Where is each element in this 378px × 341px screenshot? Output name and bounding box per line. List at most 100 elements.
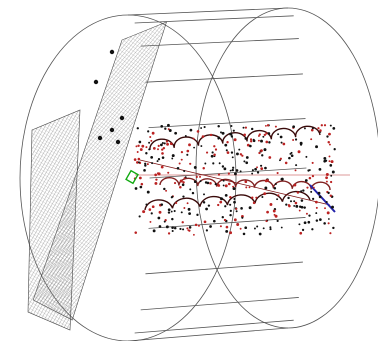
- hit: [258, 140, 260, 142]
- hit: [159, 225, 162, 228]
- hit: [150, 140, 152, 142]
- hit: [302, 229, 304, 231]
- hit: [236, 169, 239, 172]
- hit: [202, 135, 205, 138]
- hit: [137, 127, 139, 129]
- hit: [137, 145, 139, 147]
- hit: [161, 166, 164, 169]
- hit: [167, 172, 169, 174]
- hit: [140, 186, 143, 189]
- hit: [134, 158, 137, 161]
- hit: [327, 141, 329, 143]
- hit: [168, 208, 171, 211]
- hit: [319, 196, 322, 199]
- hit: [316, 207, 318, 209]
- hit: [328, 133, 331, 136]
- hit: [245, 186, 247, 188]
- hit: [312, 127, 314, 129]
- hit: [164, 221, 166, 223]
- hit: [166, 140, 168, 142]
- hit: [255, 197, 257, 199]
- hit: [223, 180, 225, 182]
- hit: [218, 173, 220, 175]
- hit: [254, 227, 256, 229]
- hit: [193, 147, 195, 149]
- hit: [298, 150, 301, 153]
- hit: [243, 133, 246, 136]
- hit: [141, 183, 144, 186]
- hit: [249, 145, 252, 148]
- hit: [161, 152, 164, 155]
- hit: [277, 172, 279, 174]
- hit: [230, 170, 232, 172]
- hit: [253, 202, 256, 205]
- hit: [174, 210, 176, 212]
- hit: [265, 220, 267, 222]
- hit: [134, 231, 137, 234]
- hit: [262, 136, 264, 138]
- hit: [324, 124, 326, 126]
- hit: [267, 124, 269, 126]
- hit: [264, 187, 267, 190]
- hit: [220, 131, 222, 133]
- hit: [328, 218, 330, 220]
- hit: [263, 148, 266, 151]
- hit: [225, 230, 228, 233]
- hit: [228, 183, 231, 186]
- hit: [231, 135, 233, 137]
- hit: [240, 207, 243, 210]
- hit: [330, 181, 332, 183]
- hit: [185, 135, 187, 137]
- hit: [232, 169, 234, 171]
- hit: [253, 139, 255, 141]
- hit: [192, 192, 194, 194]
- hit: [243, 127, 245, 129]
- hit: [199, 176, 201, 178]
- hit: [222, 132, 225, 135]
- hit: [168, 128, 170, 130]
- hit: [266, 211, 269, 214]
- hit: [219, 201, 222, 204]
- hit: [292, 139, 294, 141]
- hit: [244, 180, 247, 183]
- hit: [182, 221, 184, 223]
- hit: [145, 152, 147, 154]
- hit: [186, 150, 189, 153]
- hit: [188, 143, 191, 146]
- hit: [226, 226, 229, 229]
- hit: [265, 125, 267, 127]
- hit: [179, 186, 182, 189]
- hit: [277, 133, 279, 135]
- hit: [244, 226, 247, 229]
- hit: [260, 165, 262, 167]
- hit: [245, 127, 247, 129]
- hit: [159, 211, 162, 214]
- hit: [245, 137, 248, 140]
- hit: [270, 203, 273, 206]
- hit: [139, 177, 142, 180]
- hit: [229, 231, 232, 234]
- hit: [186, 154, 188, 156]
- hit: [261, 196, 263, 198]
- hit: [308, 214, 310, 216]
- hit: [206, 152, 208, 154]
- hit: [222, 216, 224, 218]
- hit: [224, 144, 227, 147]
- hit: [224, 205, 226, 207]
- hit: [233, 130, 235, 132]
- hit: [171, 158, 173, 160]
- hit: [202, 167, 204, 169]
- hit: [295, 164, 297, 166]
- hit: [260, 140, 263, 143]
- hit: [312, 175, 314, 177]
- hit: [330, 195, 332, 197]
- hit: [157, 172, 159, 174]
- hit: [274, 187, 277, 190]
- hit: [211, 155, 214, 158]
- hit: [140, 148, 143, 151]
- hit: [230, 125, 232, 127]
- hit: [332, 227, 334, 229]
- hit: [264, 134, 266, 136]
- hit: [193, 234, 195, 236]
- hit: [299, 210, 301, 212]
